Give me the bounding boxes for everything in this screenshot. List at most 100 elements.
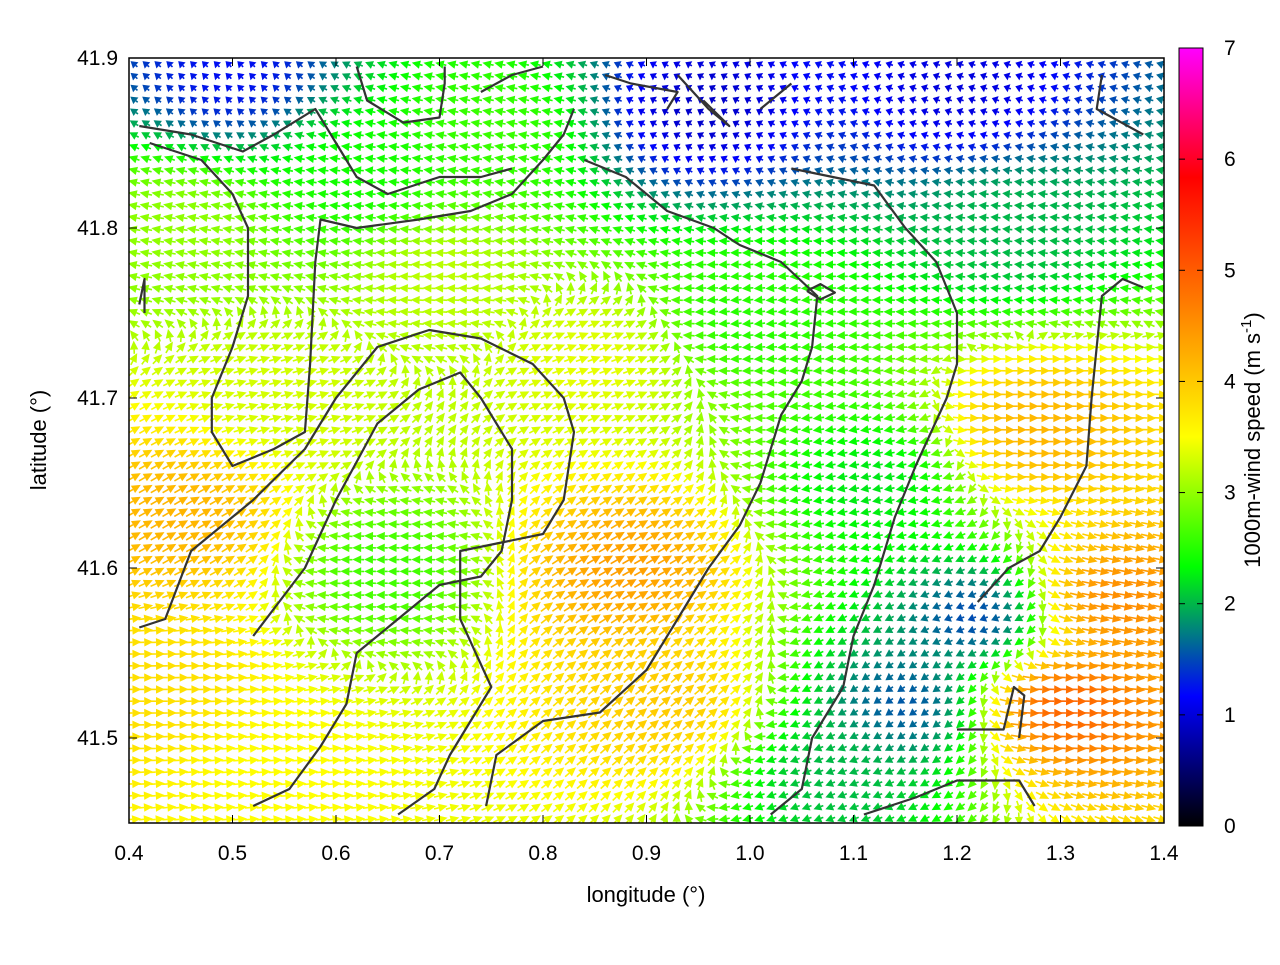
wind-vector-shaft: [210, 372, 214, 374]
wind-vector-shaft: [596, 77, 598, 78]
wind-vector-head: [530, 96, 539, 104]
wind-vector-shaft: [997, 88, 999, 89]
wind-vector-head: [895, 378, 905, 386]
wind-vector-head: [224, 317, 232, 327]
wind-vector-shaft: [148, 242, 152, 243]
wind-vector-head: [789, 319, 798, 327]
wind-vector-shaft: [467, 65, 470, 66]
wind-vector-head: [920, 214, 928, 222]
wind-vector-head: [235, 167, 244, 175]
wind-vector-head: [259, 155, 268, 163]
wind-vector-shaft: [255, 230, 258, 231]
wind-vector-head: [553, 108, 562, 116]
wind-vector-shaft: [714, 65, 716, 66]
wind-vector-head: [1156, 178, 1164, 186]
wind-vector-shaft: [561, 77, 564, 78]
wind-vector-head: [931, 273, 939, 281]
wind-vector-shaft: [372, 324, 376, 325]
wind-vector-head: [836, 355, 845, 363]
wind-vector-shaft: [290, 136, 292, 137]
wind-vector-head: [458, 214, 467, 222]
wind-vector-head: [1038, 214, 1046, 222]
wind-vector-head: [294, 167, 303, 175]
wind-vector-head: [296, 306, 304, 316]
wind-vector-shaft: [218, 89, 220, 91]
wind-vector-head: [1026, 166, 1034, 174]
wind-vector-head: [1097, 143, 1105, 151]
wind-vector-head: [400, 72, 409, 80]
wind-vector-head: [151, 273, 161, 281]
wind-vector-head: [755, 202, 763, 210]
wind-vector-shaft: [644, 218, 647, 219]
wind-vector-head: [446, 308, 455, 316]
wind-vector-shaft: [691, 348, 694, 349]
wind-vector-head: [343, 368, 353, 376]
wind-vector-shaft: [230, 136, 232, 137]
wind-vector-shaft: [348, 325, 351, 328]
wind-vector-head: [589, 261, 599, 270]
wind-vector-shaft: [337, 313, 341, 315]
wind-vector-head: [1120, 155, 1128, 163]
wind-vector-shaft: [219, 313, 222, 315]
wind-vector-shaft: [1010, 336, 1014, 337]
wind-vector-head: [1084, 320, 1094, 328]
wind-vector-head: [518, 155, 527, 163]
wind-vector-head: [246, 202, 256, 210]
wind-vector-head: [199, 226, 209, 234]
wind-vector-head: [1072, 308, 1082, 316]
wind-vector-shaft: [997, 112, 999, 113]
wind-vector-shaft: [234, 372, 238, 373]
wind-vector-shaft: [337, 124, 340, 125]
wind-vector-shaft: [176, 360, 180, 363]
wind-vector-head: [553, 120, 562, 128]
wind-vector-head: [1037, 320, 1047, 328]
wind-vector-head: [530, 108, 539, 116]
wind-vector-head: [979, 249, 987, 257]
wind-vector-head: [518, 119, 527, 127]
wind-vector-shaft: [325, 313, 328, 316]
wind-vector-head: [626, 282, 634, 292]
wind-vector-shaft: [136, 89, 138, 90]
wind-vector-head: [529, 202, 539, 210]
wind-vector-shaft: [915, 171, 917, 172]
wind-vector-shaft: [195, 65, 197, 67]
wind-vector-head: [459, 84, 468, 92]
wind-vector-shaft: [903, 159, 905, 160]
wind-vector-head: [187, 261, 197, 269]
wind-vector-shaft: [663, 338, 664, 342]
wind-vector-head: [966, 320, 975, 328]
wind-vector-shaft: [588, 325, 592, 327]
wind-vector-head: [1085, 190, 1093, 198]
wind-vector-shaft: [679, 206, 681, 207]
wind-vector-shaft: [1056, 76, 1058, 77]
wind-vector-head: [282, 214, 291, 222]
wind-vector-shaft: [305, 348, 309, 350]
wind-vector-shaft: [396, 324, 400, 325]
wind-vector-head: [340, 273, 350, 281]
wind-vector-shaft: [494, 384, 498, 387]
wind-vector-head: [824, 366, 833, 374]
wind-vector-shaft: [635, 360, 639, 362]
wind-vector-shaft: [585, 136, 588, 137]
wind-vector-shaft: [526, 65, 529, 66]
wind-vector-shaft: [1151, 88, 1153, 89]
wind-vector-shaft: [833, 194, 835, 195]
wind-vector-head: [494, 61, 503, 69]
wind-vector-shaft: [1128, 124, 1130, 125]
wind-vector-shaft: [821, 206, 824, 207]
wind-vector-head: [730, 343, 739, 351]
wind-vector-head: [825, 237, 833, 245]
wind-vector-head: [401, 377, 410, 387]
wind-vector-shaft: [809, 194, 811, 195]
wind-vector-shaft: [600, 336, 604, 338]
wind-vector-head: [1061, 249, 1069, 257]
wind-vector-shaft: [408, 124, 411, 125]
wind-vector-shaft: [207, 289, 211, 290]
wind-vector-head: [210, 237, 220, 245]
wind-vector-head: [222, 226, 232, 234]
wind-vector-shaft: [467, 76, 470, 77]
wind-vector-head: [447, 108, 456, 116]
wind-vector-head: [683, 356, 693, 364]
wind-vector-head: [353, 96, 362, 104]
wind-vector-head: [1109, 166, 1117, 174]
